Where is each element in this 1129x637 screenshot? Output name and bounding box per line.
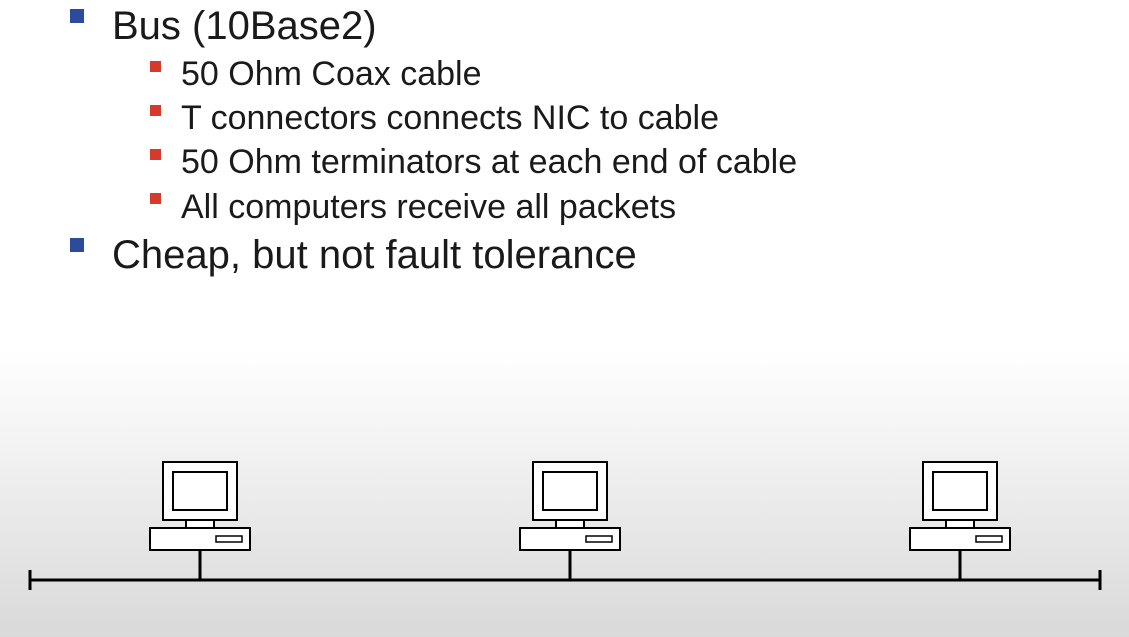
computer-screen <box>173 472 227 510</box>
bullet-text: Bus (10Base2) <box>112 0 377 52</box>
bullet-text: Cheap, but not fault tolerance <box>112 229 637 281</box>
bus-topology-diagram <box>0 420 1129 620</box>
bullet-text: 50 Ohm Coax cable <box>181 52 482 96</box>
bullet-list: Bus (10Base2)50 Ohm Coax cableT connecto… <box>0 0 1129 281</box>
monitor-stand <box>186 520 214 528</box>
bullet-level2: T connectors connects NIC to cable <box>0 96 1129 140</box>
bullet-text: T connectors connects NIC to cable <box>181 96 719 140</box>
bullet-level2: All computers receive all packets <box>0 185 1129 229</box>
computer-drive-slot <box>216 536 242 542</box>
square-bullet-red-icon <box>150 149 161 160</box>
computer-screen <box>933 472 987 510</box>
bullet-level1: Cheap, but not fault tolerance <box>0 229 1129 281</box>
bullet-level2: 50 Ohm terminators at each end of cable <box>0 140 1129 184</box>
computer-drive-slot <box>586 536 612 542</box>
monitor-stand <box>946 520 974 528</box>
monitor-stand <box>556 520 584 528</box>
square-bullet-blue-icon <box>70 9 84 23</box>
square-bullet-red-icon <box>150 61 161 72</box>
square-bullet-red-icon <box>150 193 161 204</box>
bullet-level1: Bus (10Base2) <box>0 0 1129 52</box>
square-bullet-blue-icon <box>70 238 84 252</box>
bullet-text: All computers receive all packets <box>181 185 676 229</box>
bullet-text: 50 Ohm terminators at each end of cable <box>181 140 797 184</box>
bullet-level2: 50 Ohm Coax cable <box>0 52 1129 96</box>
computer-drive-slot <box>976 536 1002 542</box>
computer-screen <box>543 472 597 510</box>
square-bullet-red-icon <box>150 105 161 116</box>
slide: Bus (10Base2)50 Ohm Coax cableT connecto… <box>0 0 1129 637</box>
